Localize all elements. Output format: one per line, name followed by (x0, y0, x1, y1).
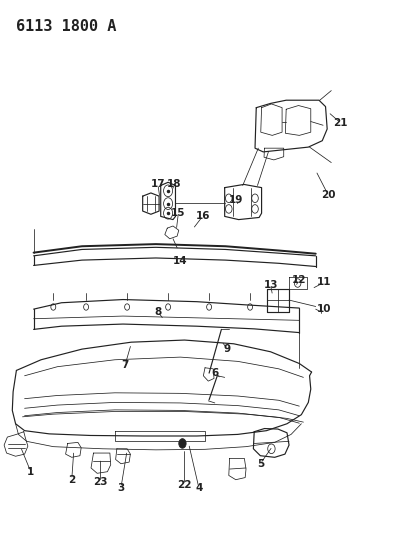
Circle shape (178, 439, 186, 448)
Text: 21: 21 (332, 118, 347, 127)
Text: 5: 5 (256, 459, 263, 469)
Text: 7: 7 (121, 360, 128, 370)
Text: 23: 23 (93, 478, 108, 487)
Text: 2: 2 (68, 475, 75, 484)
Text: 10: 10 (316, 304, 330, 314)
Text: 3: 3 (117, 483, 124, 492)
Text: 11: 11 (316, 278, 330, 287)
Text: 12: 12 (291, 275, 306, 285)
Text: 6: 6 (211, 368, 218, 378)
Text: 6113 1800 A: 6113 1800 A (16, 19, 117, 34)
Text: 13: 13 (263, 280, 277, 290)
Text: 15: 15 (171, 208, 185, 218)
Text: 9: 9 (223, 344, 231, 354)
Text: 4: 4 (195, 483, 202, 492)
Text: 16: 16 (195, 211, 210, 221)
Text: 19: 19 (228, 195, 243, 205)
Text: 14: 14 (173, 256, 187, 266)
Text: 20: 20 (320, 190, 335, 199)
Text: 1: 1 (27, 467, 34, 477)
Text: 8: 8 (154, 307, 161, 317)
Text: 17: 17 (150, 179, 165, 189)
Text: 18: 18 (166, 179, 181, 189)
Text: 22: 22 (177, 480, 191, 490)
